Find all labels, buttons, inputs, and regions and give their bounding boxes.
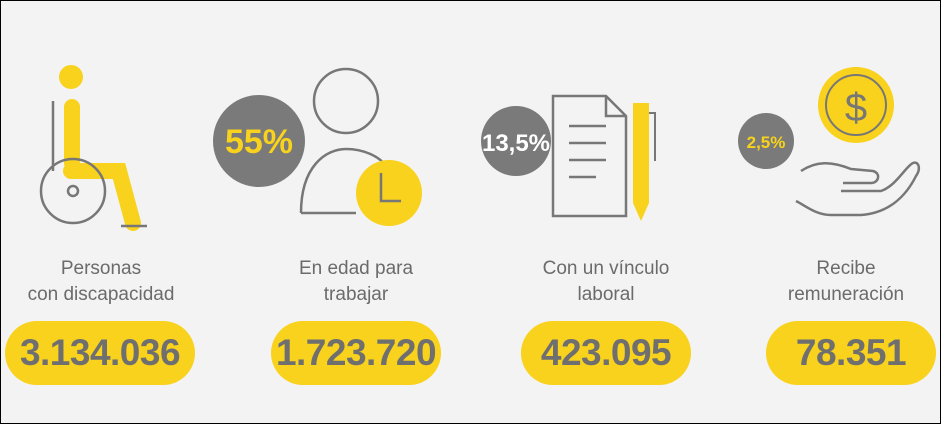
item-label: Recibe remuneración bbox=[726, 256, 940, 308]
label-line: trabajar bbox=[323, 284, 389, 305]
label-line: Recibe bbox=[816, 258, 876, 279]
wheelchair-icon bbox=[39, 65, 147, 231]
coin-symbol: $ bbox=[845, 86, 867, 130]
item-label: Personas con discapacidad bbox=[1, 256, 221, 308]
percent: 13,5% bbox=[482, 130, 550, 157]
label-line: Con un vínculo bbox=[542, 258, 670, 279]
person-icon bbox=[299, 67, 388, 215]
label-line: En edad para bbox=[298, 258, 414, 279]
percent-circle bbox=[738, 113, 794, 169]
item-label: Con un vínculo laboral bbox=[486, 256, 726, 308]
pencil-icon bbox=[633, 103, 656, 221]
clock-icon bbox=[356, 160, 422, 226]
label-line: remuneración bbox=[787, 284, 905, 305]
value-pill: 3.134.036 bbox=[5, 321, 195, 385]
percent: 2,5% bbox=[747, 133, 786, 152]
percent: 55% bbox=[225, 123, 293, 161]
document-icon bbox=[551, 94, 628, 218]
value-pill: 1.723.720 bbox=[271, 321, 441, 385]
percent-circle bbox=[481, 106, 551, 176]
coin-icon bbox=[818, 67, 894, 143]
value-pill: 78.351 bbox=[766, 321, 936, 385]
label-line: laboral bbox=[577, 284, 635, 305]
label-line: Personas bbox=[60, 258, 142, 279]
percent-circle bbox=[213, 95, 305, 187]
hand-icon bbox=[795, 161, 921, 217]
label-line: con discapacidad bbox=[27, 284, 175, 305]
item-label: En edad para trabajar bbox=[236, 256, 476, 308]
value-pill: 423.095 bbox=[521, 321, 691, 385]
